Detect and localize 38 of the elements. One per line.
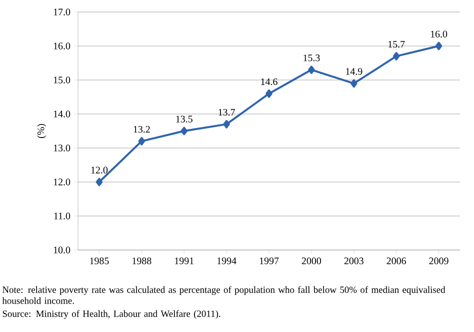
point — [266, 89, 272, 98]
y-tick-label: 13.0 — [54, 144, 70, 152]
y-tick-label: 17.0 — [54, 8, 70, 16]
data-label: 15.3 — [304, 54, 320, 62]
point — [392, 52, 400, 60]
x-tick-label: 2006 — [386, 258, 406, 264]
y-axis-title: (%) — [37, 124, 46, 138]
x-tick-label: 1991 — [175, 258, 194, 264]
point — [350, 79, 358, 88]
data-label: 13.7 — [218, 108, 235, 116]
x-tick-label: 1985 — [90, 258, 109, 264]
data-label: 16.0 — [430, 30, 448, 38]
point — [223, 120, 230, 128]
x-tick-label: 1997 — [260, 258, 279, 264]
x-tick-label: 1988 — [132, 258, 152, 264]
y-tick-label: 10.0 — [54, 246, 70, 254]
data-label: 13.2 — [134, 126, 150, 133]
point — [308, 66, 315, 74]
y-tick-label: 12.0 — [54, 178, 70, 186]
text: Note: relative poverty rate was calculated as percentage of population who fall below 50% of median equivalised household income. — [2, 286, 446, 304]
y-tick-label: 15.0 — [54, 76, 70, 84]
data-label: 15.7 — [388, 40, 405, 48]
point — [435, 42, 442, 50]
point — [138, 137, 146, 146]
y-tick-label: 16.0 — [54, 42, 70, 50]
x-tick-label: 2000 — [302, 258, 322, 264]
point — [96, 178, 103, 186]
y-tick-label: 14.0 — [54, 110, 70, 118]
x-tick-label: 2003 — [344, 258, 364, 264]
x-tick-label: 2009 — [429, 258, 448, 264]
data-label: 12.0 — [91, 166, 108, 174]
data-label: 13.5 — [176, 116, 192, 122]
data-label: 14.6 — [261, 78, 278, 86]
point — [180, 126, 188, 136]
y-tick-label: 11.0 — [54, 212, 70, 220]
data-label: 14.9 — [346, 68, 362, 75]
source-note: Source: Ministry of Health, Labour and Welfare (2011). — [2, 310, 220, 319]
x-tick-label: 1994 — [217, 258, 236, 264]
